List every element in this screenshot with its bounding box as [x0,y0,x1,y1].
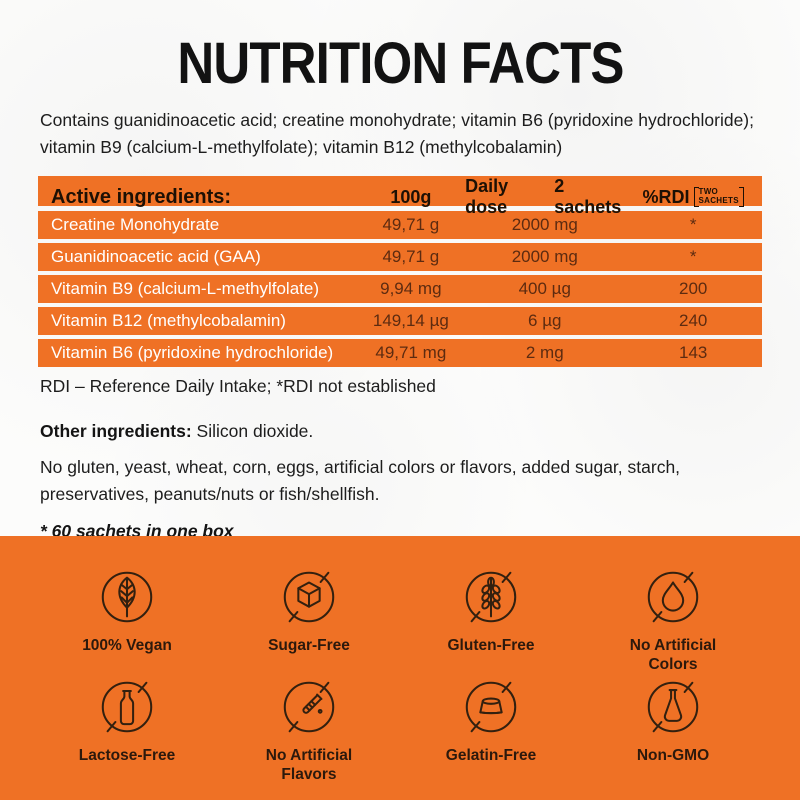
active-ingredients-table: Active ingredients: 100g Daily dose 2 sa… [38,176,762,368]
test-tube-icon [283,681,335,733]
badge-label: Lactose-Free [78,747,176,764]
label-content: NUTRITION FACTS Contains guanidinoacetic… [38,31,762,541]
page-title: NUTRITION FACTS [176,31,624,96]
badge-label: No Artificial Colors [629,637,717,674]
gelatin-icon [465,681,517,733]
flask-icon [647,681,699,733]
badge-sugar-free: Sugar-Free [218,566,400,676]
badge-gelatin-free: Gelatin-Free [400,676,582,786]
badge-label: No Artificial Flavors [265,747,353,784]
other-ingredients-value: Silicon dioxide. [191,421,314,442]
table-header-row: Active ingredients: 100g Daily dose 2 sa… [38,176,762,217]
table-row: Vitamin B9 (calcium-L-methylfolate) 9,94… [38,275,762,304]
leaf-icon [101,571,153,623]
milk-bottle-icon [101,681,153,733]
droplet-icon [647,571,699,623]
sugar-cube-icon [283,571,335,623]
rdi-footnote: RDI – Reference Daily Intake; *RDI not e… [40,376,436,397]
sachets-footnote: * 60 sachets in one box [40,520,234,541]
badge-gluten-free: Gluten-Free [400,566,582,676]
table-row: Vitamin B6 (pyridoxine hydrochloride) 49… [38,339,762,368]
table-row: Guanidinoacetic acid (GAA) 49,71 g 2000 … [38,243,762,272]
header-active-ingredients: Active ingredients: [51,185,232,208]
badge-vegan: 100% Vegan [36,566,218,676]
badges-footer: 100% Vegan Sugar-Free [0,536,800,800]
badge-label: Gelatin-Free [445,747,537,764]
wheat-icon [465,571,517,623]
contains-statement: Contains guanidinoacetic acid; creatine … [40,110,754,158]
allergen-statement: No gluten, yeast, wheat, corn, eggs, art… [40,457,681,504]
badge-no-artificial-flavors: No Artificial Flavors [218,676,400,786]
badge-label: Sugar-Free [268,637,350,654]
other-ingredients: Other ingredients: Silicon dioxide. [40,421,760,442]
badge-label: Gluten-Free [447,637,535,654]
other-ingredients-label: Other ingredients: [40,421,192,442]
badge-label: Non-GMO [636,747,710,764]
header-daily-dose: Daily dose 2 sachets [465,176,622,218]
badge-lactose-free: Lactose-Free [36,676,218,786]
rdi-two-sachets-bracket: TWO SACHETS [693,187,745,208]
table-row: Creatine Monohydrate 49,71 g 2000 mg * [38,211,762,240]
badges-grid: 100% Vegan Sugar-Free [0,536,800,800]
header-100g: 100g [390,186,432,207]
header-rdi: %RDI TWO SACHETS [624,187,762,208]
table-row: Vitamin B12 (methylcobalamin) 149,14 µg … [38,307,762,336]
badge-label: 100% Vegan [82,637,172,654]
badge-non-gmo: Non-GMO [582,676,764,786]
badge-no-artificial-colors: No Artificial Colors [582,566,764,676]
